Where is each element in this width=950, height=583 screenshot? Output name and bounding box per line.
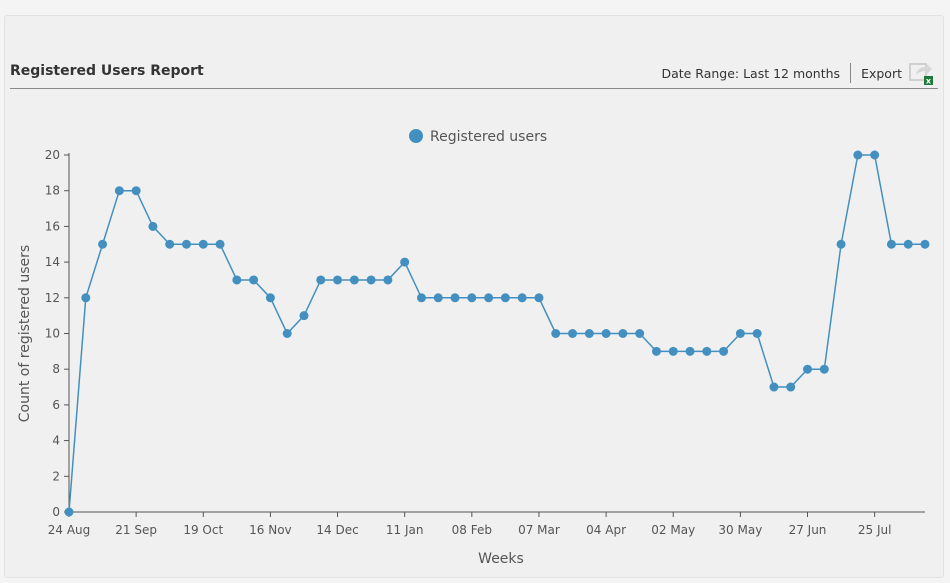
data-point [551, 329, 561, 338]
x-tick-label: 14 Dec [316, 523, 358, 537]
y-tick-label: 20 [45, 148, 60, 162]
y-tick-label: 12 [45, 291, 60, 305]
svg-text:x: x [926, 77, 932, 86]
data-point [299, 311, 309, 321]
data-point [685, 346, 695, 356]
data-point [349, 275, 359, 285]
x-tick-label: 04 Apr [586, 523, 626, 537]
x-tick-label: 11 Jan [386, 523, 424, 537]
data-point [769, 382, 779, 392]
data-point [366, 275, 376, 285]
data-point [584, 329, 594, 338]
y-tick-label: 16 [45, 219, 60, 233]
data-point [719, 346, 729, 356]
data-point [383, 275, 393, 285]
report-header: Registered Users Report Date Range: Last… [10, 60, 938, 89]
data-point [484, 293, 494, 303]
x-tick-label: 19 Oct [183, 523, 223, 537]
data-point [803, 364, 813, 374]
export-label: Export [861, 65, 902, 81]
data-point [467, 293, 477, 303]
data-point [601, 329, 611, 338]
y-tick-label: 8 [52, 362, 60, 376]
y-axis-title: Count of registered users [17, 245, 33, 422]
y-tick-label: 0 [52, 505, 60, 519]
data-point [668, 346, 678, 356]
data-point [534, 293, 544, 303]
data-point [232, 275, 242, 285]
data-point [500, 293, 510, 303]
data-point [148, 221, 158, 231]
data-point [920, 239, 930, 249]
header-divider [850, 63, 852, 83]
data-point [870, 150, 880, 160]
date-range-selector[interactable]: Date Range: Last 12 months [661, 65, 841, 81]
x-tick-label: 21 Sep [115, 523, 157, 537]
report-title: Registered Users Report [10, 63, 204, 79]
x-axis-title: Weeks [478, 551, 524, 567]
series-line [68, 154, 925, 513]
data-point [735, 329, 745, 338]
x-tick-label: 07 Mar [518, 523, 560, 537]
y-tick-label: 6 [52, 398, 60, 412]
x-tick-label: 08 Feb [452, 523, 492, 537]
data-point [416, 293, 426, 303]
export-excel-icon[interactable]: x [908, 60, 934, 86]
data-point [702, 346, 712, 356]
data-point [181, 239, 191, 249]
y-tick-label: 14 [45, 255, 60, 269]
legend-marker [409, 129, 423, 143]
x-tick-label: 27 Jun [789, 523, 827, 537]
data-point [517, 293, 527, 303]
data-point [618, 329, 628, 338]
data-point [752, 329, 762, 338]
data-point [786, 382, 796, 392]
data-point [635, 329, 645, 338]
x-tick-label: 02 May [651, 523, 695, 537]
data-point [333, 275, 343, 285]
x-tick-label: 25 Jul [858, 523, 892, 537]
export-button[interactable]: Export x [861, 60, 934, 86]
data-point [651, 346, 661, 356]
x-tick-label: 30 May [718, 523, 762, 537]
data-point [819, 364, 829, 374]
data-point [568, 329, 578, 338]
data-point [400, 257, 410, 267]
legend-label: Registered users [430, 129, 547, 145]
data-point [249, 275, 259, 285]
data-point [450, 293, 460, 303]
y-tick-label: 18 [45, 184, 60, 198]
data-point [64, 507, 74, 517]
data-point [886, 239, 896, 249]
data-point [265, 293, 275, 303]
data-point [316, 275, 326, 285]
data-point [98, 239, 108, 249]
y-tick-label: 2 [52, 469, 60, 483]
y-tick-label: 10 [45, 327, 60, 341]
y-tick-label: 4 [52, 434, 60, 448]
data-point [903, 239, 913, 249]
data-point [165, 239, 175, 249]
x-tick-label: 24 Aug [48, 523, 91, 537]
data-point [215, 239, 225, 249]
x-tick-label: 16 Nov [249, 523, 292, 537]
data-point [282, 329, 292, 338]
data-point [853, 150, 863, 160]
data-point [198, 239, 208, 249]
data-point [81, 293, 91, 303]
data-point [836, 239, 846, 249]
data-point [131, 186, 141, 196]
data-point [114, 186, 124, 196]
data-point [433, 293, 443, 303]
header-controls: Date Range: Last 12 months Export x [661, 60, 934, 86]
